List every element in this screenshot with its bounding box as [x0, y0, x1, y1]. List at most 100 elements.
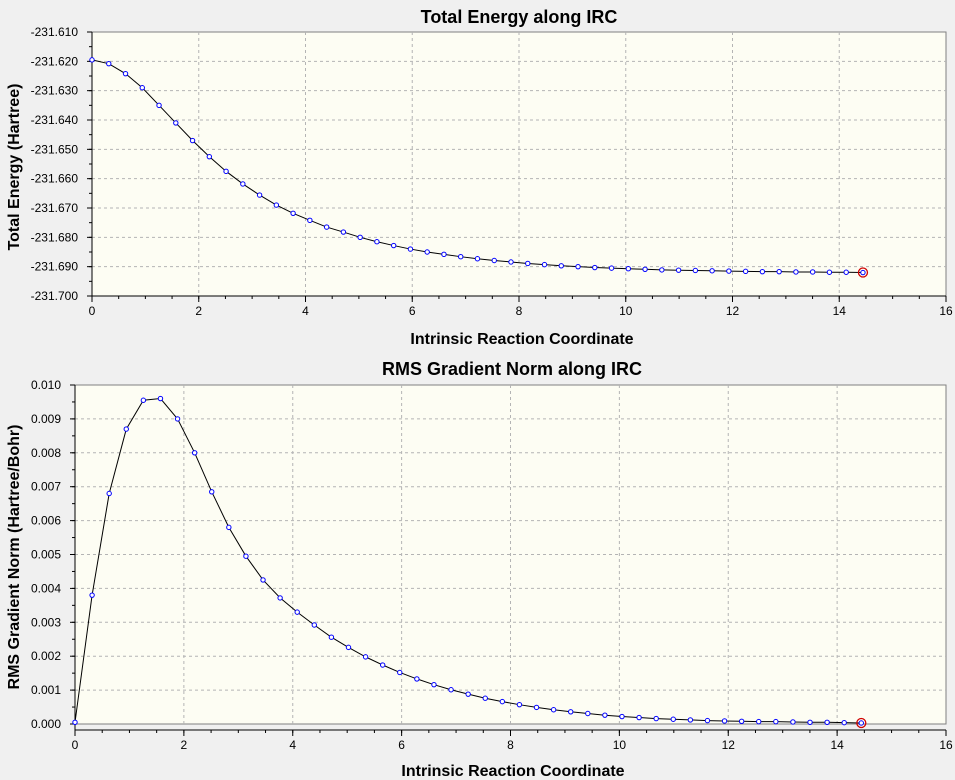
- data-point: [89, 57, 95, 63]
- data-point: [558, 263, 564, 269]
- y-tick-label: 0.010: [31, 378, 61, 392]
- data-point: [390, 242, 397, 249]
- data-point: [397, 669, 403, 676]
- data-point: [568, 709, 574, 715]
- data-point: [122, 70, 129, 77]
- x-tick-label: 4: [302, 304, 309, 318]
- data-point: [692, 267, 699, 274]
- data-point: [209, 489, 215, 495]
- data-point: [323, 224, 330, 230]
- data-point: [340, 229, 347, 235]
- data-point: [704, 717, 711, 724]
- data-point: [843, 269, 849, 275]
- y-tick-label: 0.005: [31, 548, 61, 562]
- data-point: [240, 181, 246, 187]
- data-point: [357, 234, 363, 241]
- data-point: [592, 264, 598, 271]
- data-point: [157, 395, 164, 402]
- y-tick-label: -231.610: [31, 25, 79, 39]
- data-point: [759, 268, 766, 275]
- x-tick-label: 6: [409, 304, 416, 318]
- data-point: [841, 719, 847, 726]
- data-point: [608, 265, 615, 271]
- y-tick-label: -231.650: [31, 142, 79, 156]
- data-point: [773, 718, 779, 725]
- data-point: [328, 634, 335, 640]
- y-tick-label: -231.680: [31, 230, 79, 244]
- data-point: [516, 701, 523, 708]
- x-tick-label: 16: [939, 738, 953, 752]
- data-point: [625, 266, 632, 272]
- data-point: [407, 246, 414, 252]
- data-point: [550, 707, 557, 713]
- data-point: [174, 416, 181, 422]
- y-tick-label: -231.670: [31, 201, 79, 215]
- data-point: [441, 251, 447, 258]
- x-tick-label: 14: [830, 738, 844, 752]
- data-point: [659, 267, 665, 273]
- data-point: [465, 691, 471, 697]
- x-tick-label: 8: [507, 738, 514, 752]
- chart-title: RMS Gradient Norm along IRC: [382, 359, 642, 379]
- data-point: [726, 268, 732, 274]
- data-point: [525, 260, 531, 267]
- highlighted-point-ring: [856, 717, 867, 729]
- x-tick-label: 10: [613, 738, 627, 752]
- x-tick-label: 4: [289, 738, 296, 752]
- data-point: [642, 266, 648, 273]
- data-point: [191, 450, 198, 456]
- data-point: [776, 268, 782, 275]
- x-tick-label: 14: [833, 304, 847, 318]
- rms-gradient-chart: 0 2 4 6 8 10 12 14 16 0.000 0.001 0.002 0.003 0.004 0.…: [6, 359, 953, 780]
- data-point: [206, 153, 213, 160]
- data-point: [482, 695, 488, 701]
- data-point: [106, 60, 112, 67]
- data-point: [474, 256, 481, 262]
- x-tick-label: 6: [398, 738, 405, 752]
- x-tick-label: 16: [939, 304, 953, 318]
- data-point: [619, 713, 625, 720]
- data-point: [675, 267, 682, 273]
- chart-title: Total Energy along IRC: [421, 7, 618, 27]
- x-axis-label: Intrinsic Reaction Coordinate: [401, 763, 624, 780]
- y-tick-label: -231.690: [31, 260, 79, 274]
- data-point: [709, 268, 715, 274]
- data-point: [374, 239, 380, 245]
- data-point: [670, 716, 676, 722]
- x-tick-label: 12: [726, 304, 740, 318]
- data-point: [123, 426, 129, 432]
- data-point: [173, 120, 179, 126]
- data-point: [824, 719, 830, 726]
- y-tick-label: -231.660: [31, 172, 79, 186]
- data-point: [273, 202, 280, 208]
- data-point: [379, 662, 386, 668]
- data-point: [636, 714, 642, 721]
- y-tick-label: -231.620: [31, 54, 79, 68]
- data-point: [533, 704, 540, 711]
- highlighted-point-ring: [857, 267, 869, 278]
- x-tick-label: 12: [722, 738, 736, 752]
- x-tick-label: 2: [195, 304, 202, 318]
- data-point: [575, 263, 581, 270]
- x-tick-label: 0: [72, 738, 79, 752]
- data-point: [345, 644, 352, 651]
- x-axis-label: Intrinsic Reaction Coordinate: [410, 331, 633, 348]
- data-point: [290, 210, 296, 216]
- data-point: [809, 269, 816, 275]
- y-axis-label: Total Energy (Hartree): [6, 84, 23, 251]
- x-tick-label: 8: [516, 304, 523, 318]
- data-point: [541, 261, 548, 268]
- data-point: [362, 654, 369, 660]
- y-tick-label: 0.007: [31, 480, 61, 494]
- data-point: [106, 490, 112, 497]
- data-point: [189, 137, 196, 144]
- data-point: [243, 553, 249, 559]
- x-tick-label: 0: [89, 304, 96, 318]
- data-point: [424, 249, 430, 255]
- y-tick-label: -231.630: [31, 84, 79, 98]
- data-point: [156, 102, 162, 109]
- data-point: [653, 715, 659, 722]
- data-point: [756, 718, 762, 725]
- x-tick-label: 10: [619, 304, 633, 318]
